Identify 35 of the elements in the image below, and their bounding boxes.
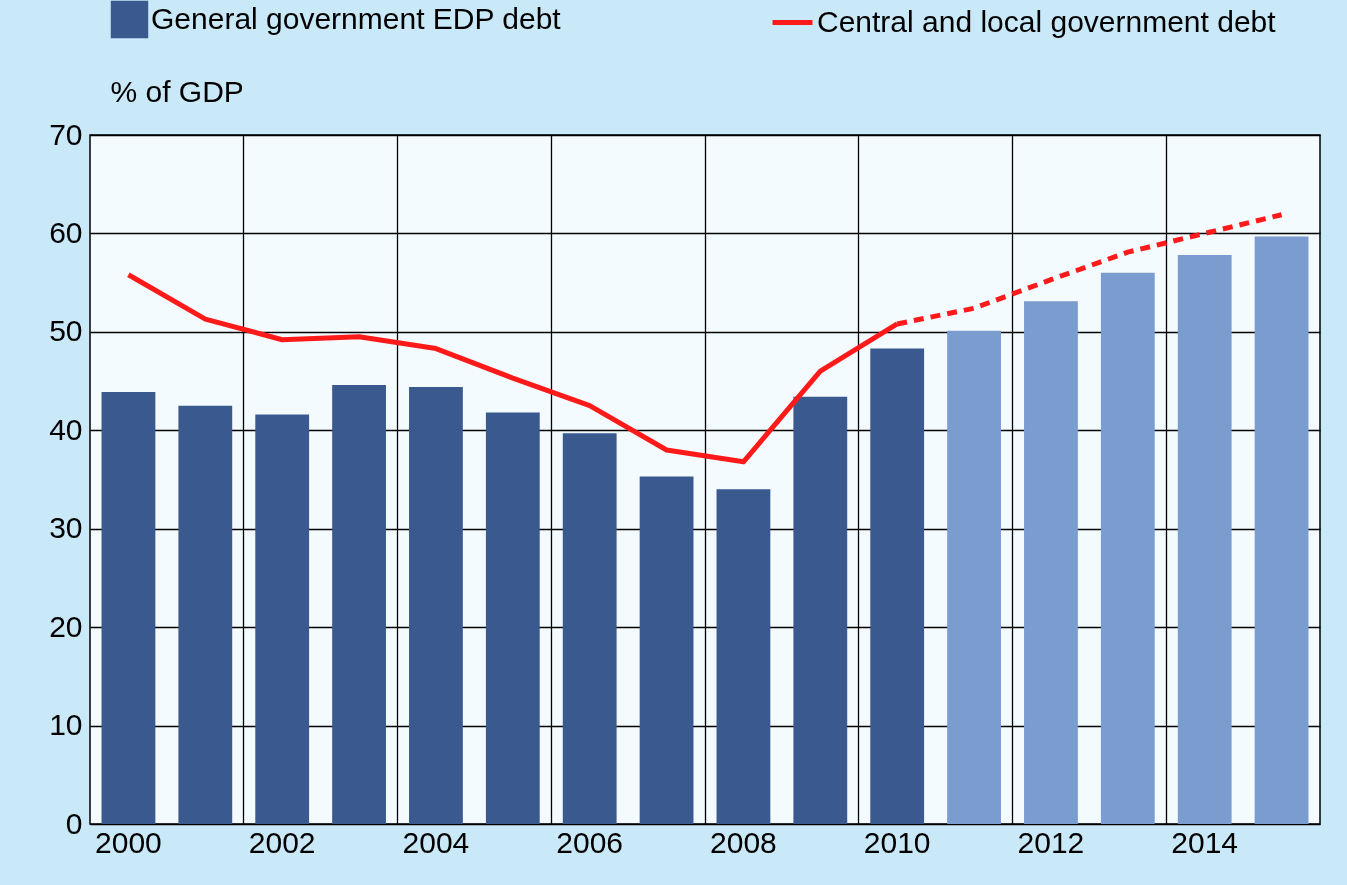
bar xyxy=(409,386,463,824)
x-tick-label: 2004 xyxy=(402,825,470,859)
bar xyxy=(562,433,617,824)
legend-label: Central and local government debt xyxy=(817,4,1277,38)
y-tick-label: 50 xyxy=(49,314,83,348)
bar xyxy=(332,385,386,824)
bar xyxy=(1100,272,1155,824)
x-tick-label: 2014 xyxy=(1171,825,1239,859)
bar xyxy=(101,391,156,824)
bar xyxy=(639,476,694,824)
bar xyxy=(1024,301,1078,824)
bar xyxy=(870,348,925,824)
legend-label: General government EDP debt xyxy=(151,1,562,35)
bar xyxy=(716,489,771,824)
bar xyxy=(255,414,310,824)
y-tick-label: 30 xyxy=(49,511,83,545)
x-tick-label: 2000 xyxy=(95,825,162,859)
y-tick-label: 60 xyxy=(49,215,83,249)
bar xyxy=(1177,255,1232,824)
bar xyxy=(947,330,1001,824)
x-tick-label: 2006 xyxy=(556,825,624,859)
y-tick-label: 0 xyxy=(65,806,83,840)
y-tick-label: 40 xyxy=(49,412,83,446)
y-tick-label: 70 xyxy=(49,117,83,151)
x-tick-label: 2002 xyxy=(248,825,316,859)
bar xyxy=(485,412,540,824)
y-tick-label: 10 xyxy=(49,708,83,742)
x-tick-label: 2012 xyxy=(1017,825,1085,859)
bar xyxy=(178,405,233,824)
y-tick-label: 20 xyxy=(49,609,83,643)
x-tick-label: 2010 xyxy=(863,825,931,859)
x-tick-label: 2008 xyxy=(710,825,777,859)
bar xyxy=(1254,236,1309,824)
y-axis-title: % of GDP xyxy=(110,74,244,108)
bar xyxy=(793,396,848,824)
